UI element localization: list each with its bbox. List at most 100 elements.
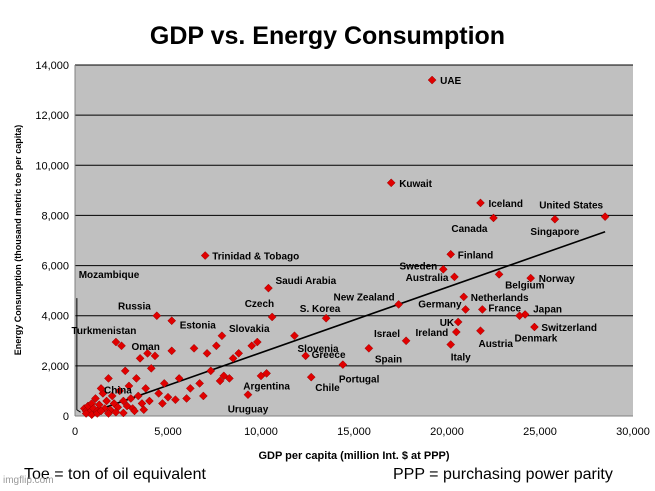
footnote-ppp: PPP = purchasing power parity bbox=[393, 466, 613, 483]
data-point bbox=[104, 374, 113, 383]
data-point bbox=[163, 392, 173, 402]
point-labels: UAE Kuwait Iceland Canada United States Singa… bbox=[71, 76, 603, 416]
data-point bbox=[104, 409, 113, 418]
data-point bbox=[526, 273, 536, 283]
x-tick-label: 15,000 bbox=[337, 426, 371, 438]
y-tick-label: 0 bbox=[63, 411, 69, 423]
data-point bbox=[174, 374, 184, 383]
data-point bbox=[450, 272, 459, 282]
data-point bbox=[195, 379, 204, 388]
y-tick-label: 2,000 bbox=[41, 361, 69, 373]
point-label: Netherlands bbox=[471, 293, 529, 304]
x-tick-labels: 0 5,000 10,000 15,000 20,000 25,000 30,000 bbox=[72, 426, 650, 438]
data-point bbox=[234, 348, 244, 358]
y-tick-label: 4,000 bbox=[41, 311, 69, 323]
data-point bbox=[600, 212, 610, 222]
point-label: Iceland bbox=[488, 199, 522, 210]
point-label: Kuwait bbox=[399, 179, 432, 190]
y-axis-label: Energy Consumption (thousand metric toe … bbox=[13, 125, 23, 356]
data-point bbox=[146, 364, 156, 373]
point-label: UK bbox=[440, 318, 455, 329]
data-point bbox=[427, 75, 437, 85]
chart-title: GDP vs. Energy Consumption bbox=[149, 22, 506, 50]
point-label: Czech bbox=[245, 299, 274, 310]
data-point bbox=[217, 331, 227, 341]
x-tick-label: 5,000 bbox=[154, 426, 182, 438]
point-label: Italy bbox=[451, 353, 471, 364]
data-point bbox=[267, 312, 277, 322]
data-point bbox=[115, 386, 124, 396]
point-label: France bbox=[488, 303, 521, 314]
point-label: Greece bbox=[312, 350, 346, 361]
plot-area bbox=[75, 65, 633, 416]
data-point bbox=[135, 353, 145, 363]
data-point bbox=[198, 391, 208, 401]
point-label: Trinidad & Tobago bbox=[212, 252, 299, 263]
point-label: Ireland bbox=[416, 328, 449, 339]
trendline bbox=[84, 230, 606, 416]
data-point bbox=[111, 407, 121, 417]
point-label: Norway bbox=[539, 274, 576, 285]
point-label: Turkmenistan bbox=[71, 326, 136, 337]
data-point bbox=[202, 348, 212, 358]
data-point bbox=[124, 381, 134, 391]
data-point bbox=[171, 395, 180, 405]
data-point bbox=[306, 372, 316, 382]
point-label: Oman bbox=[132, 342, 160, 353]
data-point bbox=[225, 374, 234, 383]
x-tick-label: 20,000 bbox=[430, 426, 464, 438]
x-tick-label: 0 bbox=[72, 426, 78, 438]
point-label: United States bbox=[539, 201, 603, 212]
point-label: Israel bbox=[374, 329, 400, 340]
point-label: Austria bbox=[478, 339, 513, 350]
data-point bbox=[200, 251, 210, 260]
point-label: Australia bbox=[406, 273, 449, 284]
point-label: Saudi Arabia bbox=[275, 276, 336, 287]
data-point bbox=[159, 379, 169, 388]
data-point bbox=[451, 327, 461, 337]
data-point bbox=[117, 341, 126, 351]
gridlines bbox=[75, 64, 633, 367]
point-label: Spain bbox=[375, 354, 402, 365]
point-label: Sweden bbox=[399, 261, 437, 272]
point-label: Switzerland bbox=[541, 323, 597, 334]
point-label: UAE bbox=[440, 76, 461, 87]
data-point bbox=[215, 376, 225, 386]
y-tick-label: 12,000 bbox=[35, 110, 69, 122]
data-point bbox=[139, 405, 149, 415]
data-point bbox=[264, 283, 273, 293]
x-tick-label: 10,000 bbox=[244, 426, 278, 438]
data-point bbox=[453, 317, 463, 327]
data-point bbox=[461, 305, 470, 314]
point-label: Finland bbox=[458, 250, 494, 261]
point-label: New Zealand bbox=[333, 292, 394, 303]
data-point bbox=[301, 351, 310, 361]
data-point bbox=[206, 366, 216, 376]
data-point bbox=[243, 390, 253, 400]
data-point bbox=[459, 292, 469, 302]
data-point bbox=[515, 311, 524, 321]
point-label: Denmark bbox=[515, 334, 558, 345]
data-point bbox=[290, 331, 299, 341]
data-point bbox=[145, 396, 154, 406]
footnote-toe: Toe = ton of oil equivalent bbox=[24, 466, 206, 483]
y-tick-label: 6,000 bbox=[41, 261, 69, 273]
data-point bbox=[530, 322, 539, 332]
data-point bbox=[252, 337, 262, 347]
data-point bbox=[141, 384, 151, 393]
data-point bbox=[476, 326, 485, 336]
data-point bbox=[182, 394, 191, 403]
point-label: Belgium bbox=[505, 280, 545, 291]
x-tick-label: 25,000 bbox=[523, 426, 557, 438]
point-label: Slovenia bbox=[297, 344, 339, 355]
data-point bbox=[364, 343, 374, 353]
point-label: Germany bbox=[418, 299, 462, 310]
data-point bbox=[477, 305, 487, 314]
x-axis-label: GDP per capita (million Int. $ at PPP) bbox=[258, 450, 449, 462]
mozambique-line bbox=[76, 298, 81, 413]
point-label: Estonia bbox=[180, 321, 217, 332]
data-point bbox=[102, 396, 111, 406]
data-point bbox=[338, 360, 348, 369]
x-tick-label: 30,000 bbox=[616, 426, 650, 438]
